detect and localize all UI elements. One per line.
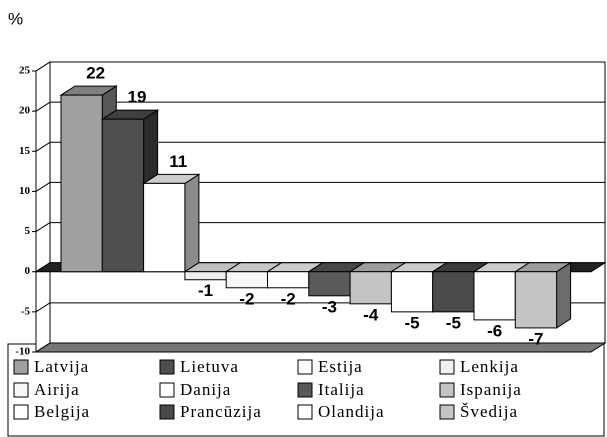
- y-tick-label: -5: [21, 305, 31, 317]
- legend-swatch: [13, 382, 29, 398]
- y-tick-label: 25: [19, 65, 31, 77]
- data-label: -1: [198, 281, 213, 300]
- legend-swatch: [297, 404, 313, 420]
- legend-label: Prancūzija: [180, 402, 262, 421]
- legend-swatch: [159, 404, 175, 420]
- legend-swatch: [13, 359, 29, 375]
- y-axis-label: %: [8, 9, 23, 28]
- bar: [101, 118, 145, 273]
- legend-swatch: [439, 382, 455, 398]
- floor: [34, 342, 607, 353]
- data-label: -7: [528, 329, 543, 348]
- bar: [60, 94, 103, 273]
- bar: [514, 271, 558, 329]
- bar-side: [556, 261, 572, 329]
- y-tick-label: 5: [25, 225, 31, 237]
- bar: [432, 271, 475, 313]
- bar: [349, 271, 392, 305]
- legend-swatch: [13, 404, 29, 420]
- data-label: 19: [127, 88, 146, 107]
- left-wall: [35, 61, 51, 353]
- data-label: -3: [322, 297, 337, 316]
- bar: [143, 182, 186, 273]
- bar: [267, 271, 310, 289]
- grid-line: [35, 222, 51, 232]
- grid-line: [35, 302, 51, 313]
- legend-swatch: [297, 359, 313, 375]
- legend-label: Olandija: [318, 402, 385, 421]
- grid-line: [35, 61, 51, 72]
- legend-label: Latvija: [34, 357, 89, 376]
- bar: [473, 271, 516, 321]
- grid-line: [35, 101, 51, 112]
- legend-label: Italija: [318, 380, 365, 399]
- legend-swatch: [159, 359, 175, 375]
- legend-swatch: [439, 359, 455, 375]
- legend-label: Estija: [318, 357, 363, 376]
- y-tick-label: 10: [19, 185, 31, 197]
- bar: [184, 271, 227, 281]
- legend-label: Švedija: [460, 402, 518, 421]
- bar: [225, 271, 268, 289]
- legend-swatch: [439, 404, 455, 420]
- legend-label: Danija: [180, 380, 231, 399]
- data-label: -5: [404, 313, 419, 332]
- legend-label: Belgija: [34, 402, 90, 421]
- bar-side: [184, 173, 200, 273]
- grid-line: [35, 182, 51, 192]
- data-label: -4: [363, 305, 379, 324]
- grid-line: [35, 141, 51, 152]
- data-label: -5: [446, 313, 461, 332]
- data-label: -6: [487, 321, 502, 340]
- legend-label: Airija: [34, 380, 80, 399]
- y-tick-label: 20: [19, 105, 31, 117]
- y-tick-label: 0: [25, 265, 31, 277]
- data-label: 11: [169, 152, 187, 171]
- legend-swatch: [297, 382, 313, 398]
- data-label: 22: [86, 64, 105, 83]
- legend-label: Lenkija: [460, 357, 519, 376]
- y-tick-label: 15: [19, 145, 31, 157]
- bar: [308, 271, 351, 297]
- legend-label: Lietuva: [180, 357, 239, 376]
- data-label: -2: [239, 289, 254, 308]
- legend-swatch: [159, 382, 175, 398]
- bar: [390, 271, 434, 313]
- y-tick-label: -10: [15, 346, 30, 358]
- legend-label: Ispanija: [460, 380, 522, 399]
- data-label: -2: [281, 289, 296, 308]
